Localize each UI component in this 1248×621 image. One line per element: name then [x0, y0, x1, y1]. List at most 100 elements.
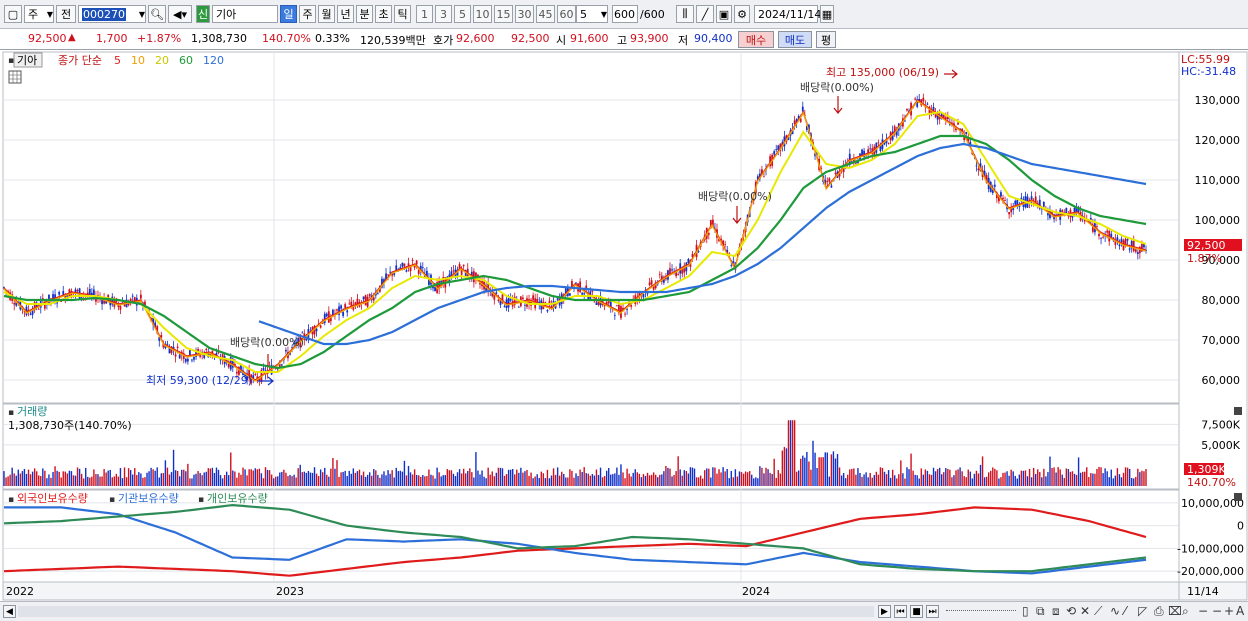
stop-icon[interactable]: ■ [910, 605, 923, 618]
scroll-right-icon[interactable]: ▶ [878, 605, 891, 618]
sync-icon[interactable]: ⟲ [1066, 604, 1077, 618]
volume-bar [1079, 472, 1082, 486]
chart-area[interactable]: ▪ 기아 종가 단순 5 10 20 60 120 LC:55.99 HC:-31.48… [0, 50, 1248, 601]
search-icon[interactable]: 🔍︎ [148, 5, 166, 23]
volume-bar [99, 476, 101, 486]
volume-bar [262, 478, 265, 486]
volume-bar [516, 469, 518, 486]
date-field[interactable]: 2024/11/14 [754, 5, 821, 23]
calendar-icon[interactable]: ▦ [820, 5, 834, 23]
trend-icon[interactable]: ⟋ [1094, 604, 1103, 618]
font-size-icon[interactable]: A [1236, 604, 1245, 618]
volume-bar [21, 471, 24, 486]
stock-name-field[interactable]: 기아 [212, 5, 278, 23]
stock-code-input[interactable]: 000270 ▼ [78, 5, 146, 23]
period-button-5[interactable]: 초 [375, 5, 392, 23]
interval-button-5[interactable]: 30 [515, 5, 534, 23]
volume-bar [462, 468, 465, 486]
crosshair-icon[interactable]: ✕ [1080, 604, 1091, 618]
prefix-button[interactable]: 전 [56, 5, 76, 23]
skip-back-icon[interactable]: ⏮ [894, 605, 907, 618]
measure-icon[interactable]: ◸ [1138, 604, 1148, 618]
volume-bar [536, 474, 538, 486]
candle-body [622, 307, 624, 310]
period-button-6[interactable]: 틱 [394, 5, 411, 23]
compare-icon[interactable]: ⧈ [1052, 604, 1060, 618]
volume-bar [793, 420, 796, 486]
volume-bar [1004, 472, 1006, 486]
volume-bar [1135, 476, 1137, 486]
skip-forward-icon[interactable]: ⏭ [926, 605, 939, 618]
volume-bar [624, 478, 626, 486]
volume-bar [847, 474, 849, 486]
interval-button-4[interactable]: 15 [494, 5, 513, 23]
candle-body [70, 290, 73, 298]
save-icon[interactable]: ▣ [716, 5, 732, 23]
price-panel[interactable] [2, 51, 1180, 404]
candle-body [697, 251, 700, 253]
buy-button[interactable]: 매수 [738, 31, 774, 48]
sell-button[interactable]: 매도 [778, 31, 812, 48]
volume-panel-close-icon[interactable] [1234, 407, 1242, 415]
period-button-3[interactable]: 년 [337, 5, 354, 23]
interval-button-7[interactable]: 60 [557, 5, 576, 23]
zoom-reset-icon[interactable]: ▯ [1022, 604, 1029, 618]
gear-icon[interactable]: ⚙ [734, 5, 750, 23]
camera-icon[interactable]: ⌧ [1168, 604, 1182, 618]
interval-button-0[interactable]: 1 [416, 5, 433, 23]
interval-button-3[interactable]: 10 [473, 5, 492, 23]
zoom-minus-icon[interactable]: − [1212, 604, 1223, 618]
volume-bar [528, 475, 530, 486]
candle-body [605, 301, 608, 306]
period-button-0[interactable]: 일 [280, 5, 297, 23]
volume-bar [926, 470, 929, 486]
zoom-search-icon[interactable]: ⌕ [1182, 604, 1189, 618]
volume-value: 1,308,730 [191, 32, 247, 45]
candle-body [524, 304, 526, 306]
scroll-left-icon[interactable]: ◀ [3, 605, 16, 618]
volume-tick-label: 5,000K [1201, 439, 1240, 452]
period-button-2[interactable]: 월 [318, 5, 335, 23]
holdings-panel-close-icon[interactable] [1234, 493, 1242, 501]
volume-bar [248, 469, 250, 486]
overlay-icon[interactable]: ⧉ [1036, 604, 1045, 618]
eval-button[interactable]: 평 [816, 31, 836, 48]
volume-bar [636, 472, 639, 486]
candle-body [1004, 200, 1006, 202]
print-icon[interactable]: ⎙ [1154, 604, 1164, 618]
volume-bar [693, 468, 696, 486]
zoom-in-icon[interactable]: + [1224, 604, 1235, 618]
price-tick-label: 70,000 [1202, 334, 1241, 347]
volume-bar [932, 467, 935, 486]
candle-icon[interactable]: ⫼ [676, 5, 694, 23]
speaker-icon[interactable]: ◀︎▾ [168, 5, 192, 23]
period-button-4[interactable]: 분 [356, 5, 373, 23]
candle-body [460, 269, 463, 275]
line-tool-icon[interactable]: ⁄ [1124, 604, 1127, 618]
window-menu-icon[interactable]: ▢ [4, 5, 22, 23]
volume-bar [42, 468, 44, 486]
candle-body [421, 267, 424, 268]
count-input[interactable]: 600 [612, 5, 638, 23]
interval-button-2[interactable]: 5 [454, 5, 471, 23]
candle-body [76, 290, 79, 292]
volume-bar [1120, 477, 1123, 486]
volume-bar [838, 467, 841, 486]
draw-tool-icon[interactable]: ╱ [696, 5, 714, 23]
holdings-panel[interactable] [2, 489, 1180, 583]
volume-bar [904, 478, 906, 486]
wave-icon[interactable]: ∿ [1110, 604, 1121, 618]
interval-select[interactable]: 5 ▼ [576, 5, 608, 23]
period-button-1[interactable]: 주 [299, 5, 316, 23]
volume-bar [291, 476, 293, 486]
scroll-track[interactable] [18, 606, 874, 617]
volume-bar [524, 471, 526, 486]
candle-body [195, 350, 197, 357]
volume-bar [798, 470, 800, 486]
market-select[interactable]: 주 ▼ [24, 5, 54, 23]
interval-button-1[interactable]: 3 [435, 5, 452, 23]
table-icon[interactable] [8, 70, 22, 84]
candle-body [532, 295, 535, 300]
zoom-out-icon[interactable]: − [1198, 604, 1209, 618]
interval-button-6[interactable]: 45 [536, 5, 555, 23]
